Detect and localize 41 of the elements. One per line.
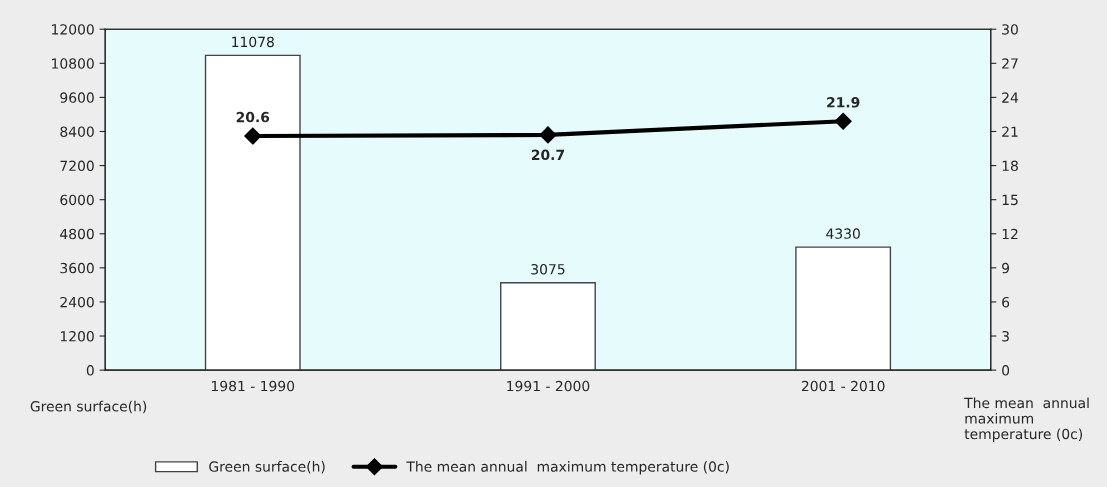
bar: [500, 282, 596, 371]
y-axis-title: Green surface(h): [30, 400, 147, 414]
bar: [795, 246, 892, 371]
data-label: 3075: [531, 264, 565, 275]
y2-tick-label: 15: [1002, 194, 1018, 206]
data-label: 21.9: [827, 97, 860, 108]
y-tick-label: 10800: [52, 58, 94, 69]
y-tick-label: 4800: [60, 228, 94, 240]
x-tick-label: 2001 - 2010: [801, 380, 885, 392]
y2-tick-label: 6: [1002, 296, 1010, 308]
y2-tick-label: 9: [1002, 262, 1010, 274]
point: [834, 112, 852, 130]
y2-tick-label: 27: [1002, 58, 1018, 69]
y-tick-label: 7200: [60, 160, 94, 172]
y-tick-label: 1200: [60, 331, 94, 342]
y-tick-label: 8400: [60, 126, 94, 137]
data-label: 20.6: [236, 111, 270, 123]
legend-label: The mean annual maximum temperature (0c): [406, 461, 729, 475]
x-tick-label: 1991 - 2000: [507, 380, 590, 392]
point: [539, 126, 557, 144]
data-label: 11078: [232, 36, 274, 48]
y2-tick-label: 12: [1002, 228, 1018, 240]
y-tick-label: 2400: [60, 296, 94, 308]
y2-axis-title: The mean annual maximum temperature (0c): [964, 397, 1089, 442]
bar: [204, 54, 301, 371]
y2-tick-label: 0: [1002, 365, 1010, 376]
y-tick-label: 0: [86, 365, 94, 376]
x-tick-label: 1981 - 1990: [212, 380, 295, 392]
y2-tick-label: 24: [1002, 92, 1019, 103]
y2-tick-label: 30: [1002, 24, 1018, 35]
y-tick-label: 9600: [60, 92, 94, 103]
y-tick-label: 12000: [52, 24, 94, 35]
data-label: 4330: [826, 228, 860, 239]
y2-tick-label: 3: [1002, 331, 1009, 342]
y-tick-label: 3600: [60, 262, 94, 274]
legend-label: Green surface(h): [209, 461, 325, 474]
y-tick-label: 6000: [60, 194, 94, 206]
data-label: 20.7: [531, 149, 564, 161]
y2-tick-label: 18: [1002, 160, 1018, 172]
y2-tick-label: 21: [1002, 126, 1018, 137]
point: [244, 127, 262, 145]
